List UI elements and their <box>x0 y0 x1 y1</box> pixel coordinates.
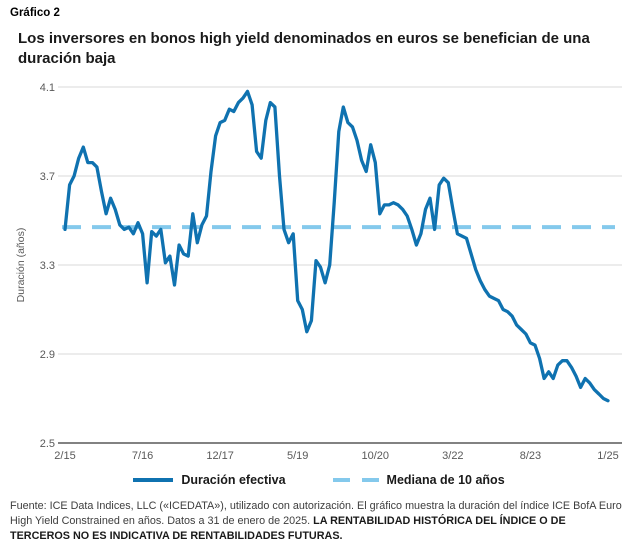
y-tick-label: 3.7 <box>40 171 55 183</box>
duration-line-chart: 2.5 2.9 3.3 3.7 4.1 2/15 7/16 12/17 5/19 10/20 3/2… <box>15 82 622 462</box>
x-tick-label: 3/22 <box>442 450 463 462</box>
x-tick-label: 2/15 <box>54 450 75 462</box>
chart-legend: Duración efectiva Mediana de 10 años <box>0 473 637 487</box>
x-tick-label: 5/19 <box>287 450 308 462</box>
figure-number: Gráfico 2 <box>10 7 60 19</box>
y-tick-label: 4.1 <box>40 82 55 94</box>
y-axis-title: Duración (años) <box>15 228 27 303</box>
solid-line-swatch-icon <box>133 478 174 482</box>
legend-item-duracion-efectiva: Duración efectiva <box>132 473 286 487</box>
x-tick-label: 7/16 <box>132 450 153 462</box>
y-tick-label: 2.9 <box>40 349 55 361</box>
x-tick-label: 12/17 <box>206 450 234 462</box>
source-text: Fuente: ICE Data Indices, LLC («ICEDATA»… <box>10 500 622 528</box>
source-note: Fuente: ICE Data Indices, LLC («ICEDATA»… <box>10 499 628 544</box>
y-tick-label: 3.3 <box>40 260 55 272</box>
y-tick-label: 2.5 <box>40 438 55 450</box>
legend-item-mediana: Mediana de 10 años <box>332 473 505 487</box>
legend-label: Duración efectiva <box>181 473 286 487</box>
dashed-line-swatch-icon <box>332 478 379 482</box>
legend-label: Mediana de 10 años <box>386 473 505 487</box>
x-tick-label: 1/25 <box>597 450 618 462</box>
chart-title: Los inversores en bonos high yield denom… <box>18 30 590 67</box>
effective-duration-line <box>63 89 610 403</box>
x-tick-label: 10/20 <box>362 450 390 462</box>
x-tick-label: 8/23 <box>520 450 541 462</box>
disclaimer-text: LA RENTABILIDAD HISTÓRICA DEL ÍNDICE O D… <box>10 515 566 543</box>
